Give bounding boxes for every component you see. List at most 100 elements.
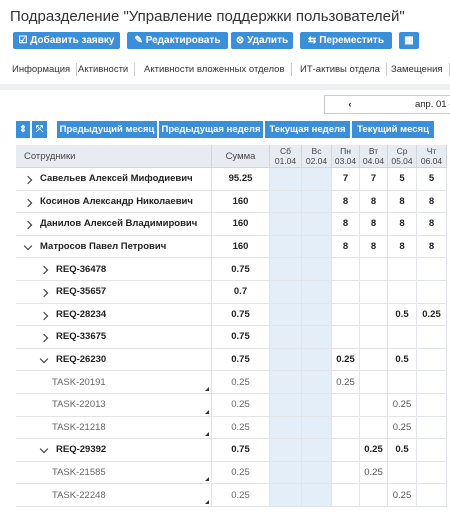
day-cell: 0.25	[332, 348, 360, 372]
day-cell	[302, 190, 332, 214]
day-cell: 0.5	[388, 348, 417, 372]
tab[interactable]: Активности вложенных отделов	[138, 63, 292, 76]
day-cell	[302, 461, 332, 485]
day-cell	[360, 326, 388, 349]
day-cell	[332, 439, 360, 462]
expand-toggle[interactable]	[23, 220, 33, 230]
prev-arrow[interactable]: ‹	[348, 99, 352, 110]
day-cell: 0.25	[417, 303, 447, 327]
period-button[interactable]: Текущий месяц	[352, 121, 434, 138]
day-cell	[388, 258, 417, 281]
weekday: Чт	[426, 146, 437, 156]
tab[interactable]: Информация	[6, 63, 78, 76]
button-label: Редактировать	[145, 35, 221, 46]
row-name: Косинов Александр Николаевич	[40, 195, 193, 207]
separator	[0, 84, 450, 90]
day-cell	[270, 484, 302, 507]
weekday: Сб	[279, 146, 291, 156]
day-cell	[270, 303, 302, 327]
edit-button[interactable]: ✎ Редактировать	[127, 32, 228, 49]
expand-toggle[interactable]	[23, 175, 33, 185]
expand-toggle[interactable]	[39, 266, 49, 275]
row-name-cell: TASK-22013	[16, 394, 212, 417]
button-label: Удалить	[247, 35, 289, 46]
day-cell	[270, 348, 302, 372]
row-name: Матросов Павел Петрович	[40, 241, 167, 253]
date: 05.04	[391, 156, 413, 166]
row-name-cell: REQ-28234	[16, 303, 212, 327]
row-name: TASK-21585	[52, 467, 106, 479]
day-cell: 7	[332, 168, 360, 191]
row-name-cell: TASK-20191	[16, 371, 212, 394]
tab[interactable]: ИТ-активы отдела	[294, 63, 387, 76]
delete-button[interactable]: ⊗ Удалить	[231, 32, 293, 49]
tab[interactable]: Замещения	[385, 63, 450, 76]
day-cell	[270, 213, 302, 236]
day-cell: 0.25	[332, 371, 360, 394]
expand-button[interactable]: ⇕	[16, 121, 30, 138]
resize-marker	[205, 386, 209, 391]
icon-button[interactable]: ▦	[399, 32, 419, 49]
move-button[interactable]: ⇆ Переместить	[300, 32, 392, 49]
day-cell	[360, 281, 388, 304]
weekday: Вт	[368, 146, 379, 156]
row-sum: 95.25	[212, 168, 270, 191]
date: 03.04	[334, 156, 357, 166]
expand-toggle[interactable]	[39, 311, 49, 320]
period-button[interactable]: Предыдущий месяц	[57, 121, 157, 138]
date-nav[interactable]: ‹ апр. 01 -	[324, 95, 450, 114]
row-name: REQ-28234	[56, 308, 107, 320]
day-cell: 5	[388, 168, 417, 191]
day-cell	[388, 461, 417, 485]
day-cell	[302, 416, 332, 440]
row-sum: 160	[212, 235, 270, 259]
day-header: Ср 05.04	[388, 145, 417, 168]
resize-marker	[205, 409, 209, 414]
day-cell: 8	[388, 235, 417, 259]
collapse-button[interactable]: ⤧	[32, 121, 47, 138]
tab[interactable]: Активности	[72, 63, 136, 76]
date: 06.04	[420, 156, 443, 166]
day-cell	[270, 258, 302, 281]
day-cell: 0.5	[388, 439, 417, 462]
resize-marker	[205, 499, 209, 504]
header-cell: Сотрудники	[16, 145, 212, 168]
day-cell	[270, 371, 302, 394]
day-cell	[270, 168, 302, 191]
row-sum: 0.25	[212, 484, 270, 507]
day-cell	[332, 394, 360, 417]
row-name-cell: Данилов Алексей Владимирович	[16, 213, 212, 236]
expand-toggle[interactable]	[39, 333, 49, 343]
period-button[interactable]: Предыдущая неделя	[159, 121, 263, 138]
day-cell	[270, 416, 302, 440]
expand-toggle[interactable]	[39, 288, 49, 298]
day-cell	[270, 439, 302, 462]
expand-toggle[interactable]	[39, 444, 49, 454]
row-sum: 0.25	[212, 416, 270, 440]
day-cell	[270, 235, 302, 259]
row-name-cell: REQ-36478	[16, 258, 212, 281]
row-sum: 0.75	[212, 303, 270, 327]
expand-toggle[interactable]	[39, 354, 49, 364]
day-cell: 0.5	[388, 303, 417, 327]
page-title: Подразделение "Управление поддержки поль…	[10, 8, 405, 25]
day-cell	[388, 371, 417, 394]
expand-toggle[interactable]	[23, 241, 33, 251]
day-cell	[302, 168, 332, 191]
day-cell: 8	[388, 213, 417, 236]
row-name-cell: REQ-26230	[16, 348, 212, 372]
day-cell: 0.25	[360, 461, 388, 485]
row-name: REQ-26230	[56, 354, 107, 366]
row-sum: 0.25	[212, 371, 270, 394]
row-name: TASK-22013	[52, 399, 106, 411]
day-cell	[388, 281, 417, 304]
weekday: Пн	[340, 146, 351, 156]
day-cell	[417, 258, 447, 281]
day-cell	[332, 461, 360, 485]
expand-toggle[interactable]	[23, 198, 33, 207]
add-button[interactable]: ☑ Добавить заявку	[13, 32, 120, 49]
period-button[interactable]: Текущая неделя	[265, 121, 350, 138]
day-cell	[270, 394, 302, 417]
day-cell	[302, 394, 332, 417]
